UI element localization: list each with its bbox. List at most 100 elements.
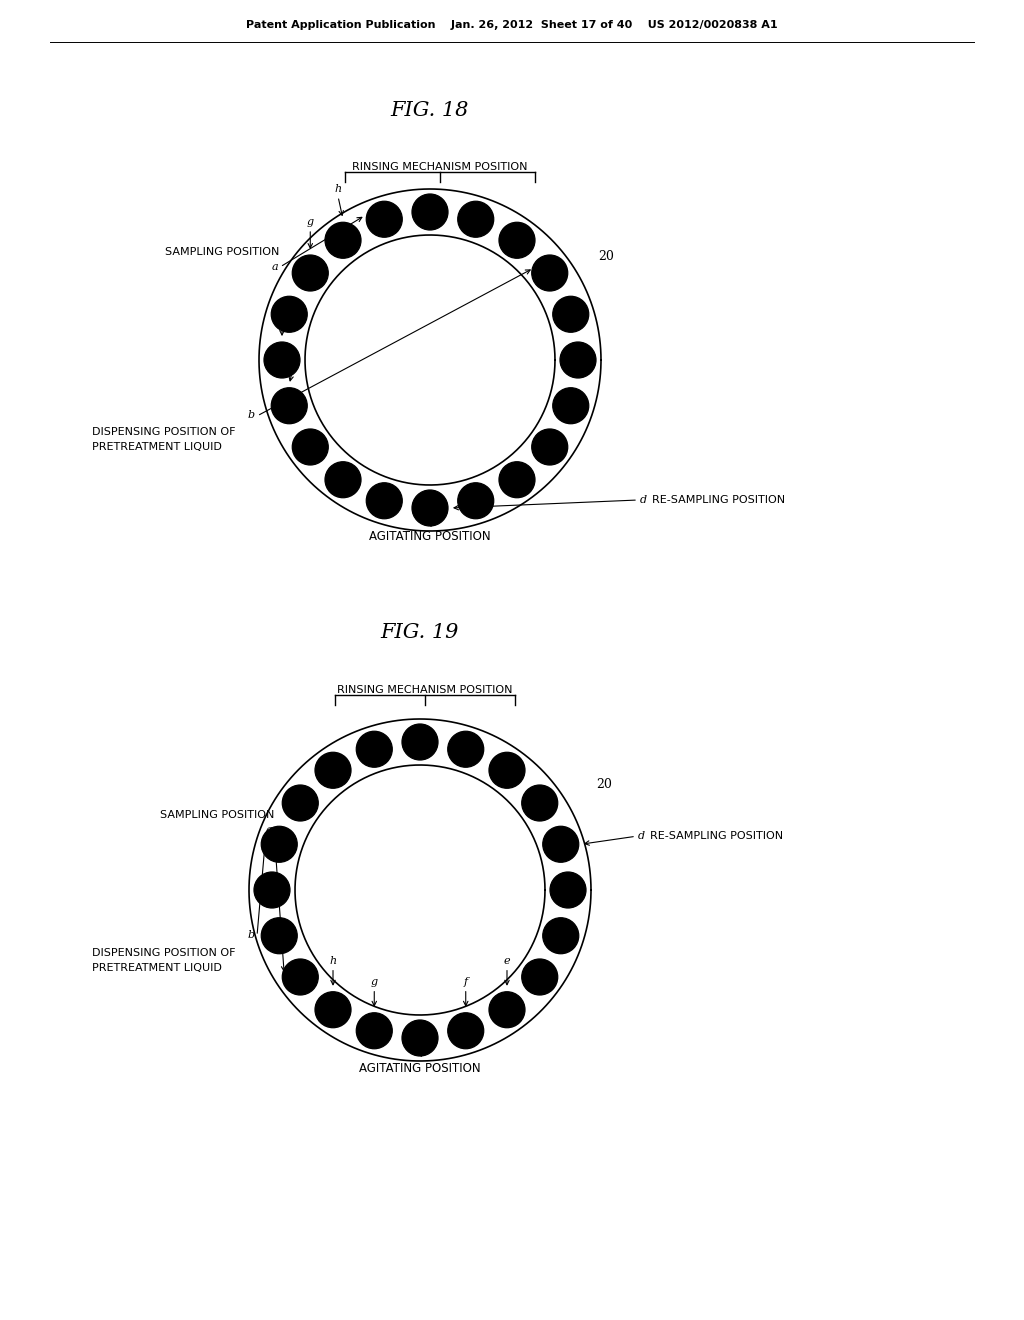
Circle shape [489, 752, 525, 788]
Circle shape [531, 255, 567, 290]
Text: 5: 5 [417, 738, 423, 747]
Circle shape [292, 429, 329, 465]
Text: 4: 4 [514, 236, 520, 244]
Circle shape [499, 462, 535, 498]
Text: 7: 7 [502, 764, 512, 776]
Text: 20: 20 [598, 251, 613, 264]
Text: 16: 16 [284, 401, 295, 411]
Text: FIG. 19: FIG. 19 [381, 623, 459, 642]
Circle shape [522, 960, 558, 995]
Text: 14: 14 [459, 1024, 473, 1036]
Text: 18: 18 [293, 970, 307, 985]
Text: 6: 6 [462, 744, 470, 755]
Text: g: g [307, 216, 313, 227]
Text: 2: 2 [295, 799, 305, 808]
Text: 3: 3 [328, 766, 338, 776]
Circle shape [412, 194, 449, 230]
Text: 6: 6 [568, 310, 573, 318]
Text: DISPENSING POSITION OF: DISPENSING POSITION OF [92, 426, 236, 437]
Circle shape [560, 342, 596, 378]
Text: c: c [422, 1045, 428, 1056]
Text: 19: 19 [273, 929, 286, 942]
Text: c: c [432, 512, 438, 521]
Circle shape [412, 490, 449, 525]
Circle shape [292, 255, 329, 290]
Text: 17: 17 [326, 1003, 340, 1016]
Text: a: a [271, 261, 278, 272]
Circle shape [271, 388, 307, 424]
Text: a: a [265, 825, 272, 836]
Text: 7: 7 [575, 355, 581, 364]
Text: 20: 20 [267, 884, 276, 896]
Circle shape [325, 462, 361, 498]
Text: PRETREATMENT LIQUID: PRETREATMENT LIQUID [92, 442, 222, 451]
Text: 9: 9 [556, 840, 566, 849]
Text: 2: 2 [427, 207, 433, 216]
Text: 19: 19 [304, 268, 316, 277]
Text: 17: 17 [276, 355, 288, 364]
Text: 18: 18 [284, 310, 295, 318]
Text: e: e [504, 956, 510, 966]
Text: 11: 11 [555, 929, 567, 942]
Circle shape [283, 960, 318, 995]
Circle shape [531, 429, 567, 465]
Text: 13: 13 [379, 496, 390, 506]
Text: RE-SAMPLING POSITION: RE-SAMPLING POSITION [652, 495, 785, 506]
Circle shape [402, 1020, 438, 1056]
Circle shape [553, 296, 589, 333]
Text: RINSING MECHANISM POSITION: RINSING MECHANISM POSITION [337, 685, 513, 696]
Text: 10: 10 [563, 884, 572, 896]
Circle shape [553, 388, 589, 424]
Text: 4: 4 [370, 744, 379, 755]
Text: SAMPLING POSITION: SAMPLING POSITION [165, 247, 280, 257]
Circle shape [543, 826, 579, 862]
Text: AGITATING POSITION: AGITATING POSITION [359, 1063, 481, 1074]
Text: b: b [248, 411, 255, 420]
Text: 1: 1 [274, 840, 285, 849]
Circle shape [315, 991, 351, 1028]
Text: e: e [291, 350, 298, 360]
Circle shape [315, 752, 351, 788]
Circle shape [447, 731, 483, 767]
Text: d: d [638, 832, 645, 841]
Text: h: h [335, 185, 342, 194]
Circle shape [261, 917, 297, 954]
Circle shape [447, 1012, 483, 1049]
Circle shape [489, 991, 525, 1028]
Text: RINSING MECHANISM POSITION: RINSING MECHANISM POSITION [352, 162, 527, 172]
Circle shape [543, 917, 579, 954]
Circle shape [550, 873, 586, 908]
Text: 9: 9 [547, 442, 553, 451]
Circle shape [367, 483, 402, 519]
Text: PRETREATMENT LIQUID: PRETREATMENT LIQUID [92, 964, 222, 973]
Text: 12: 12 [424, 503, 435, 512]
Text: h: h [330, 956, 337, 966]
Text: SAMPLING POSITION: SAMPLING POSITION [160, 810, 274, 820]
Text: FIG. 18: FIG. 18 [391, 100, 469, 120]
Text: 20: 20 [596, 779, 612, 792]
Text: 8: 8 [568, 401, 573, 411]
Circle shape [325, 222, 361, 259]
Circle shape [458, 483, 494, 519]
Text: 3: 3 [473, 215, 478, 224]
Circle shape [367, 201, 402, 238]
Circle shape [522, 785, 558, 821]
Text: Patent Application Publication    Jan. 26, 2012  Sheet 17 of 40    US 2012/00208: Patent Application Publication Jan. 26, … [246, 20, 778, 30]
Text: b: b [248, 931, 255, 940]
Text: 13: 13 [500, 1003, 514, 1016]
Text: 14: 14 [337, 475, 349, 484]
Text: 20: 20 [337, 236, 349, 244]
Circle shape [261, 826, 297, 862]
Text: 10: 10 [511, 475, 522, 484]
Circle shape [402, 723, 438, 760]
Circle shape [499, 222, 535, 259]
Text: 12: 12 [532, 970, 547, 985]
Text: f: f [464, 977, 468, 987]
Circle shape [458, 201, 494, 238]
Circle shape [271, 296, 307, 333]
Text: AGITATING POSITION: AGITATING POSITION [370, 531, 490, 543]
Text: d: d [640, 495, 647, 506]
Text: f: f [280, 304, 284, 314]
Text: DISPENSING POSITION OF: DISPENSING POSITION OF [92, 948, 236, 958]
Circle shape [264, 342, 300, 378]
